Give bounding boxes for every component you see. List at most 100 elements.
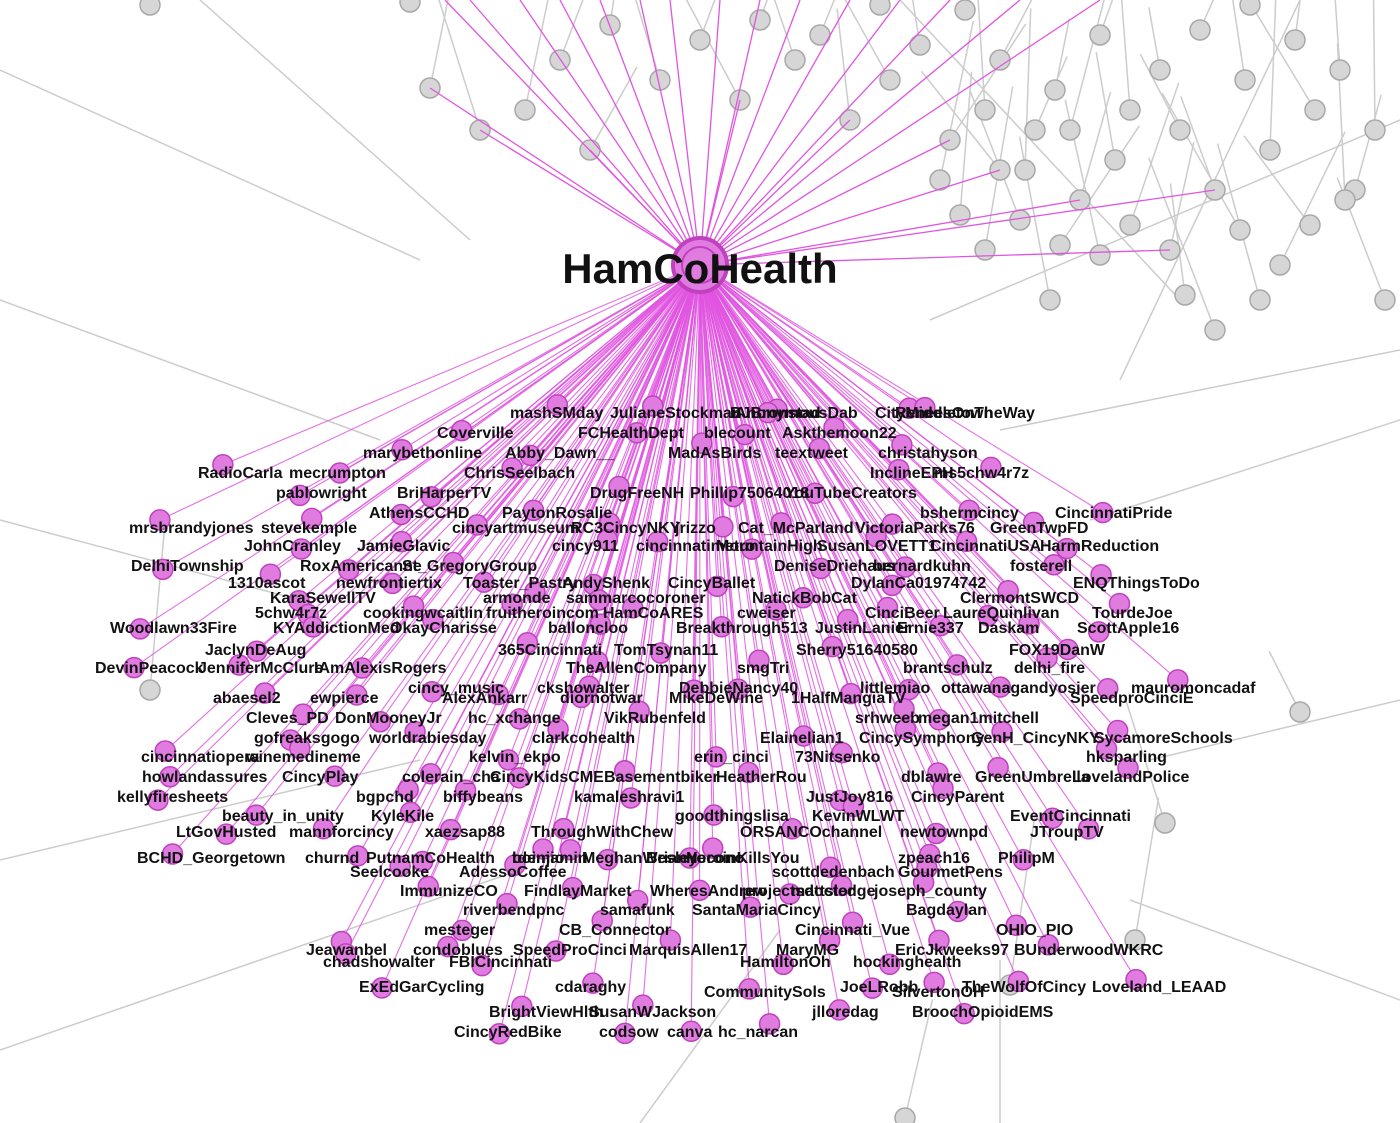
node-dot[interactable] — [792, 587, 814, 609]
node-dot[interactable] — [1092, 501, 1114, 524]
node-dot[interactable] — [1167, 669, 1189, 691]
node-dot[interactable] — [522, 499, 545, 522]
node-dot[interactable] — [738, 978, 761, 1000]
node-dot[interactable] — [337, 559, 360, 581]
node-dot[interactable] — [1012, 849, 1035, 871]
node-dot[interactable] — [451, 919, 474, 942]
node-dot[interactable] — [159, 766, 181, 788]
node-dot[interactable] — [466, 514, 488, 536]
node-dot[interactable] — [819, 856, 842, 879]
node-dot[interactable] — [345, 684, 368, 706]
node-dot[interactable] — [411, 850, 434, 873]
node-dot[interactable] — [417, 875, 439, 898]
node-dot[interactable] — [1117, 757, 1139, 779]
node-dot[interactable] — [887, 458, 910, 481]
node-dot[interactable] — [496, 892, 518, 915]
node-dot[interactable] — [912, 871, 935, 894]
node-dot[interactable] — [1022, 511, 1045, 534]
node-dot[interactable] — [397, 778, 419, 801]
node-dot[interactable] — [421, 680, 443, 703]
node-dot[interactable] — [419, 762, 442, 785]
node-dot[interactable] — [1095, 738, 1118, 760]
node-dot[interactable] — [516, 632, 539, 654]
node-dot[interactable] — [894, 556, 917, 578]
node-dot[interactable] — [989, 676, 1012, 698]
node-dot[interactable] — [932, 777, 954, 800]
hub-circle[interactable] — [671, 236, 729, 294]
node-dot[interactable] — [977, 604, 999, 627]
node-dot[interactable] — [1018, 613, 1040, 635]
node-dot[interactable] — [437, 935, 459, 958]
node-dot[interactable] — [737, 761, 760, 784]
node-dot[interactable] — [781, 818, 803, 840]
node-dot[interactable] — [570, 686, 593, 709]
node-dot[interactable] — [741, 538, 763, 560]
node-dot[interactable] — [646, 530, 669, 553]
node-dot[interactable] — [1077, 818, 1100, 840]
node-dot[interactable] — [391, 438, 413, 461]
node-dot[interactable] — [324, 765, 346, 787]
node-dot[interactable] — [613, 760, 636, 782]
node-dot[interactable] — [1125, 968, 1147, 991]
node-dot[interactable] — [161, 843, 184, 865]
node-dot[interactable] — [861, 977, 884, 999]
node-dot[interactable] — [552, 817, 575, 840]
node-dot[interactable] — [683, 679, 705, 701]
node-dot[interactable] — [147, 789, 169, 811]
node-dot[interactable] — [991, 720, 1013, 743]
node-dot[interactable] — [488, 1022, 511, 1045]
node-dot[interactable] — [586, 650, 609, 673]
node-dot[interactable] — [1036, 647, 1058, 669]
node-dot[interactable] — [402, 595, 425, 617]
node-dot[interactable] — [329, 462, 351, 484]
node-dot[interactable] — [804, 482, 826, 505]
node-dot[interactable] — [149, 509, 171, 531]
node-dot[interactable] — [351, 657, 373, 679]
node-dot[interactable] — [626, 422, 648, 444]
node-dot[interactable] — [508, 767, 530, 789]
node-dot[interactable] — [335, 943, 357, 965]
node-dot[interactable] — [588, 589, 610, 611]
node-dot[interactable] — [894, 718, 917, 740]
node-dot[interactable] — [289, 484, 311, 507]
node-dot[interactable] — [290, 538, 313, 560]
node-dot[interactable] — [628, 700, 650, 722]
node-dot[interactable] — [947, 900, 969, 923]
node-dot[interactable] — [246, 640, 268, 662]
node-dot[interactable] — [688, 879, 711, 902]
node-dot[interactable] — [212, 453, 234, 476]
node-dot[interactable] — [810, 557, 832, 580]
node-dot[interactable] — [545, 940, 567, 962]
node-dot[interactable] — [508, 708, 531, 730]
node-dot[interactable] — [596, 529, 619, 551]
node-dot[interactable] — [929, 614, 952, 637]
node-dot[interactable] — [765, 599, 787, 621]
node-dot[interactable] — [390, 530, 413, 553]
node-dot[interactable] — [381, 572, 404, 595]
node-dot[interactable] — [524, 581, 546, 603]
node-dot[interactable] — [1087, 621, 1110, 643]
node-dot[interactable] — [371, 977, 393, 999]
node-dot[interactable] — [399, 801, 422, 824]
node-dot[interactable] — [312, 817, 335, 840]
node-dot[interactable] — [504, 854, 526, 876]
node-dot[interactable] — [757, 401, 779, 424]
node-dot[interactable] — [404, 720, 426, 743]
node-dot[interactable] — [1037, 933, 1060, 956]
node-dot[interactable] — [596, 848, 619, 871]
node-dot[interactable] — [706, 575, 728, 598]
node-dot[interactable] — [748, 649, 770, 672]
node-dot[interactable] — [154, 740, 176, 762]
node-dot[interactable] — [1007, 970, 1030, 993]
node-dot[interactable] — [733, 423, 756, 446]
node-dot[interactable] — [914, 396, 936, 419]
node-dot[interactable] — [891, 434, 913, 456]
node-dot[interactable] — [739, 896, 762, 918]
node-dot[interactable] — [928, 929, 950, 952]
node-dot[interactable] — [608, 475, 630, 498]
node-dot[interactable] — [501, 457, 523, 479]
node-dot[interactable] — [546, 394, 569, 416]
node-dot[interactable] — [559, 838, 582, 861]
node-dot[interactable] — [302, 616, 324, 638]
node-dot[interactable] — [439, 818, 462, 841]
